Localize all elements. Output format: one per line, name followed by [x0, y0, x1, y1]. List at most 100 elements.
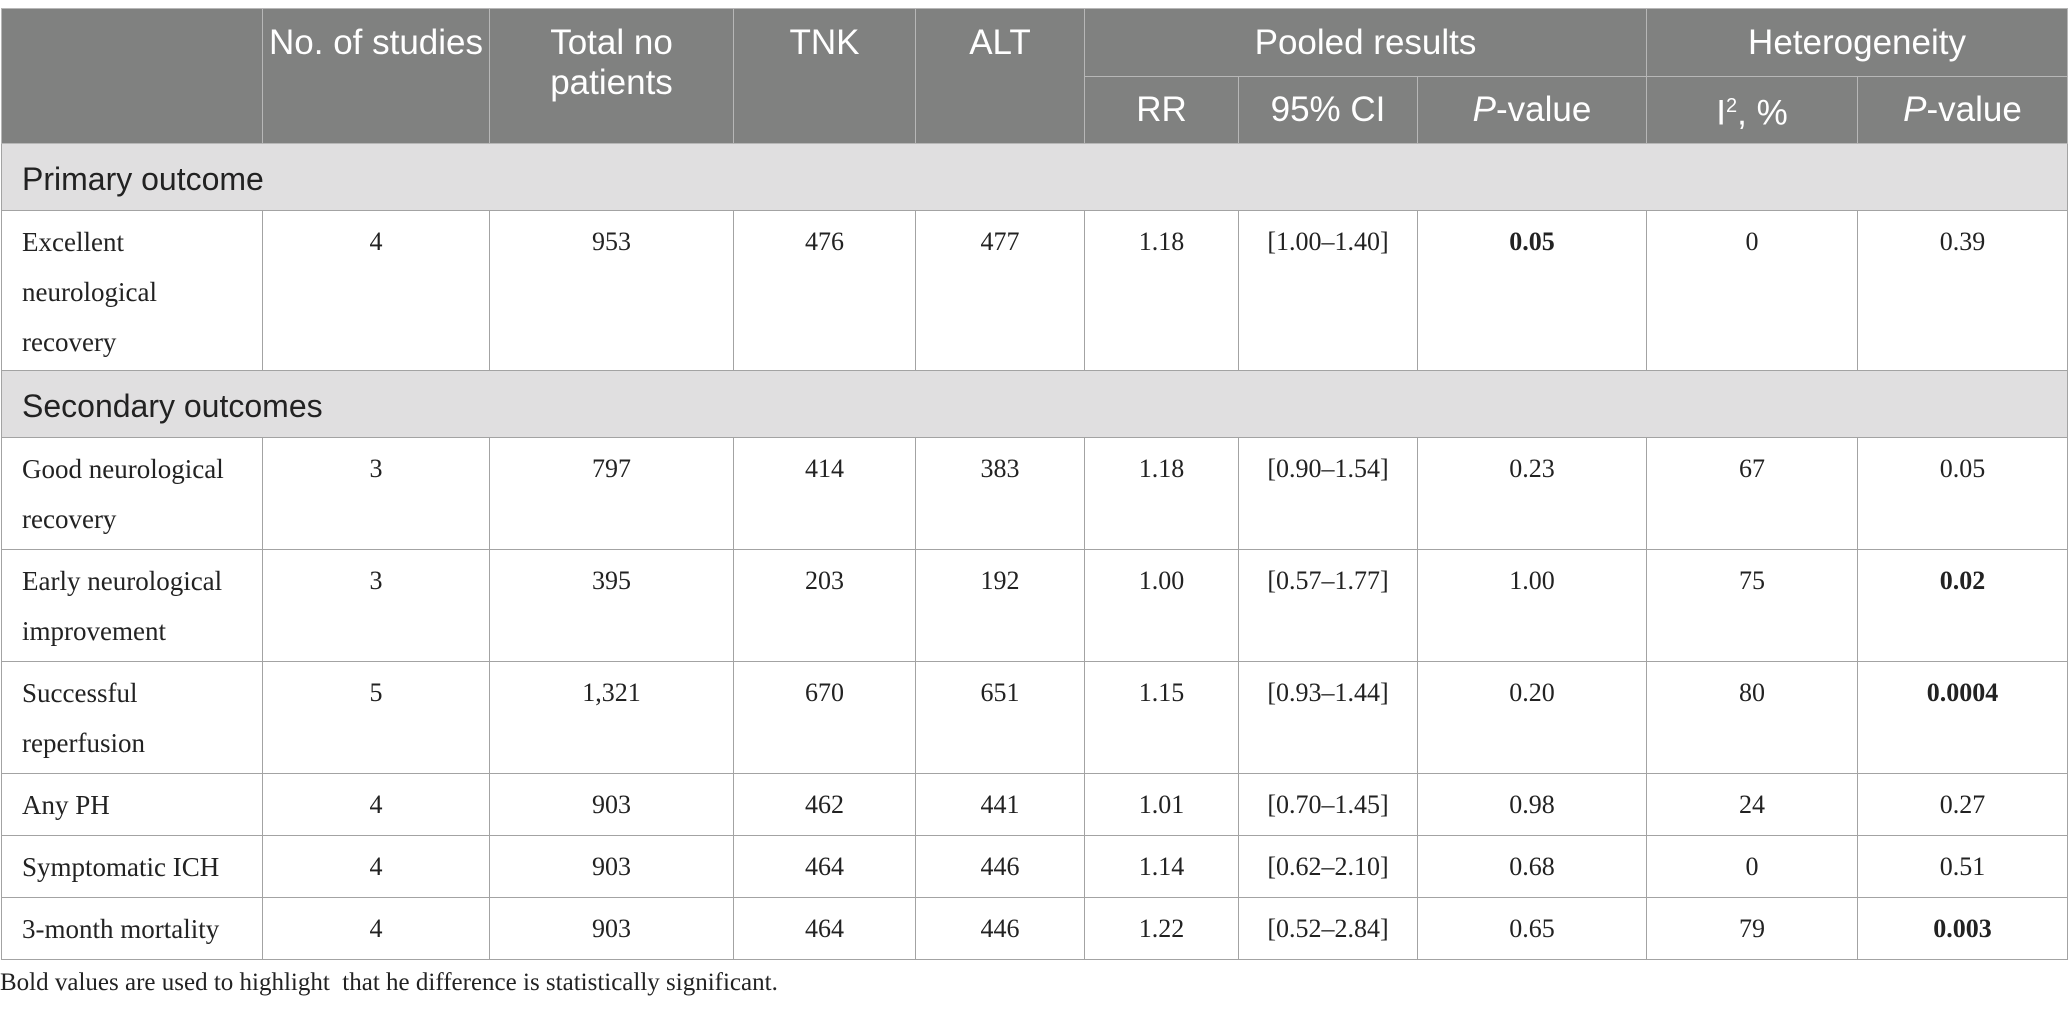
cell-i2: 79 [1646, 897, 1858, 960]
cell-alt: 651 [915, 661, 1085, 774]
cell-tnk: 414 [733, 437, 916, 550]
cell-het-p: 0.003 [1856, 897, 2068, 960]
section-secondary-label: Secondary outcomes [0, 370, 2068, 438]
cell-tnk: 462 [733, 773, 916, 836]
cell-alt: 383 [915, 437, 1085, 550]
cell-tnk: 476 [733, 210, 916, 371]
cell-ci: [0.52–2.84] [1238, 897, 1418, 960]
cell-i2: 80 [1646, 661, 1858, 774]
cell-p-value: 0.98 [1417, 773, 1647, 836]
cell-total: 1,321 [489, 661, 734, 774]
header-i2: I2, % [1646, 76, 1858, 144]
row-label: Early neurological improvement [1, 549, 263, 662]
cell-ci: [0.90–1.54] [1238, 437, 1418, 550]
cell-studies: 4 [262, 897, 490, 960]
section-primary-label: Primary outcome [0, 143, 2068, 211]
header-i2-sup: 2 [1726, 95, 1738, 118]
cell-alt: 477 [915, 210, 1085, 371]
header-het-p-letter: P [1903, 90, 1927, 129]
cell-total: 903 [489, 897, 734, 960]
row-label: Excellent neurological recovery [1, 210, 263, 371]
row-label: Any PH [1, 773, 263, 836]
cell-het-p: 0.39 [1856, 210, 2068, 371]
header-heterogeneity: Heterogeneity [1645, 8, 2068, 77]
cell-ci: [0.57–1.77] [1238, 549, 1418, 662]
header-alt: ALT [915, 8, 1085, 144]
row-label: 3-month mortality [1, 897, 263, 960]
table-row: Successful reperfusion 5 1,321 670 651 1… [1, 661, 2068, 774]
row-label: Symptomatic ICH [1, 835, 263, 898]
cell-studies: 4 [262, 773, 490, 836]
cell-het-p: 0.27 [1856, 773, 2068, 836]
section-row-secondary: Secondary outcomes [0, 370, 2068, 438]
cell-total: 953 [489, 210, 734, 371]
table-footnote: Bold values are used to highlight that h… [0, 969, 778, 996]
cell-total: 903 [489, 835, 734, 898]
table-row: Early neurological improvement 3 395 203… [1, 549, 2068, 662]
cell-studies: 4 [262, 835, 490, 898]
cell-ci: [0.93–1.44] [1238, 661, 1418, 774]
table-row: Excellent neurological recovery 4 953 47… [1, 210, 2068, 371]
cell-alt: 192 [915, 549, 1085, 662]
header-i2-suffix: , % [1737, 93, 1788, 133]
cell-p-value: 1.00 [1417, 549, 1647, 662]
cell-rr: 1.14 [1084, 835, 1239, 898]
cell-alt: 441 [915, 773, 1085, 836]
cell-total: 903 [489, 773, 734, 836]
cell-rr: 1.18 [1084, 437, 1239, 550]
section-row-primary: Primary outcome [0, 143, 2068, 211]
cell-rr: 1.00 [1084, 549, 1239, 662]
cell-p-value: 0.05 [1417, 210, 1647, 371]
cell-i2: 0 [1646, 210, 1858, 371]
header-het-p-value: P-value [1856, 76, 2068, 144]
table-row: Any PH 4 903 462 441 1.01 [0.70–1.45] 0.… [1, 773, 2068, 836]
cell-total: 395 [489, 549, 734, 662]
cell-p-value: 0.23 [1417, 437, 1647, 550]
cell-p-value: 0.65 [1417, 897, 1647, 960]
header-p-value: P-value [1417, 76, 1647, 144]
cell-studies: 4 [262, 210, 490, 371]
cell-alt: 446 [915, 897, 1085, 960]
cell-i2: 67 [1646, 437, 1858, 550]
table-row: Good neurological recovery 3 797 414 383… [1, 437, 2068, 550]
header-p-letter: P [1472, 90, 1497, 129]
cell-alt: 446 [915, 835, 1085, 898]
header-outcome [1, 8, 263, 144]
cell-het-p: 0.05 [1856, 437, 2068, 550]
cell-het-p: 0.51 [1856, 835, 2068, 898]
header-pooled-results: Pooled results [1084, 8, 1647, 77]
cell-het-p: 0.02 [1856, 549, 2068, 662]
header-no-studies: No. of studies [262, 8, 490, 144]
cell-ci: [0.62–2.10] [1238, 835, 1418, 898]
cell-i2: 0 [1646, 835, 1858, 898]
header-het-p-suffix: -value [1926, 90, 2022, 129]
cell-ci: [1.00–1.40] [1238, 210, 1418, 371]
header-tnk: TNK [733, 8, 916, 144]
cell-rr: 1.18 [1084, 210, 1239, 371]
cell-tnk: 464 [733, 835, 916, 898]
results-table-container: No. of studies Total no patients TNK ALT… [0, 8, 2068, 960]
cell-het-p: 0.0004 [1856, 661, 2068, 774]
cell-ci: [0.70–1.45] [1238, 773, 1418, 836]
results-table: No. of studies Total no patients TNK ALT… [0, 8, 2068, 960]
header-ci: 95% CI [1238, 76, 1418, 144]
row-label: Successful reperfusion [1, 661, 263, 774]
cell-rr: 1.01 [1084, 773, 1239, 836]
cell-p-value: 0.20 [1417, 661, 1647, 774]
cell-p-value: 0.68 [1417, 835, 1647, 898]
cell-rr: 1.22 [1084, 897, 1239, 960]
cell-tnk: 670 [733, 661, 916, 774]
cell-i2: 75 [1646, 549, 1858, 662]
cell-i2: 24 [1646, 773, 1858, 836]
cell-tnk: 464 [733, 897, 916, 960]
cell-studies: 5 [262, 661, 490, 774]
cell-tnk: 203 [733, 549, 916, 662]
header-p-suffix: -value [1496, 90, 1592, 129]
cell-studies: 3 [262, 549, 490, 662]
header-rr: RR [1084, 76, 1239, 144]
cell-studies: 3 [262, 437, 490, 550]
table-header: No. of studies Total no patients TNK ALT… [1, 8, 2068, 144]
cell-rr: 1.15 [1084, 661, 1239, 774]
header-total-patients: Total no patients [489, 8, 734, 144]
table-body: Primary outcome Excellent neurological r… [0, 143, 2068, 960]
